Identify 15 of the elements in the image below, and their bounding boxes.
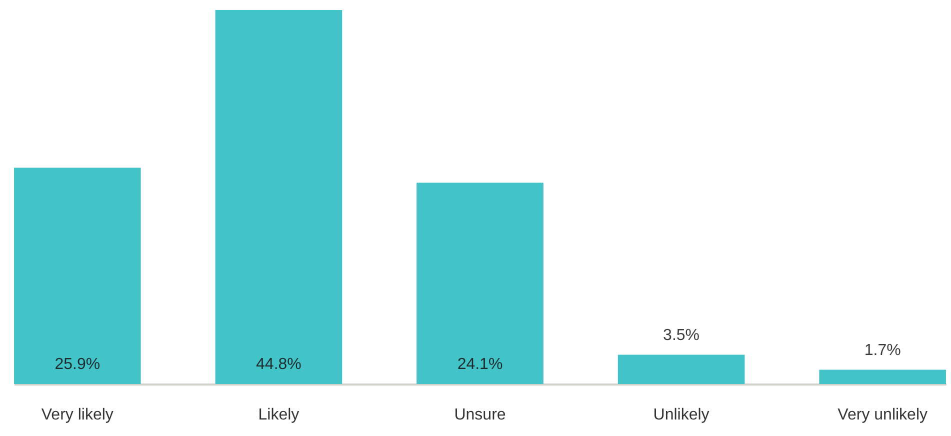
data-label: 24.1%: [457, 356, 503, 373]
x-tick-label: Unsure: [454, 406, 506, 424]
x-tick-label: Likely: [258, 406, 300, 424]
data-label: 25.9%: [54, 356, 100, 373]
data-label: 3.5%: [663, 326, 700, 344]
bar: [416, 182, 544, 384]
x-tick-label: Very likely: [41, 406, 114, 424]
bar: [14, 168, 141, 384]
x-tick-label: Unlikely: [653, 406, 710, 424]
data-label: 44.8%: [256, 356, 302, 373]
bar: [618, 354, 745, 384]
bar: [819, 370, 946, 384]
x-tick-label: Very unlikely: [838, 406, 928, 424]
data-label: 1.7%: [864, 342, 901, 359]
bar: [215, 10, 342, 384]
